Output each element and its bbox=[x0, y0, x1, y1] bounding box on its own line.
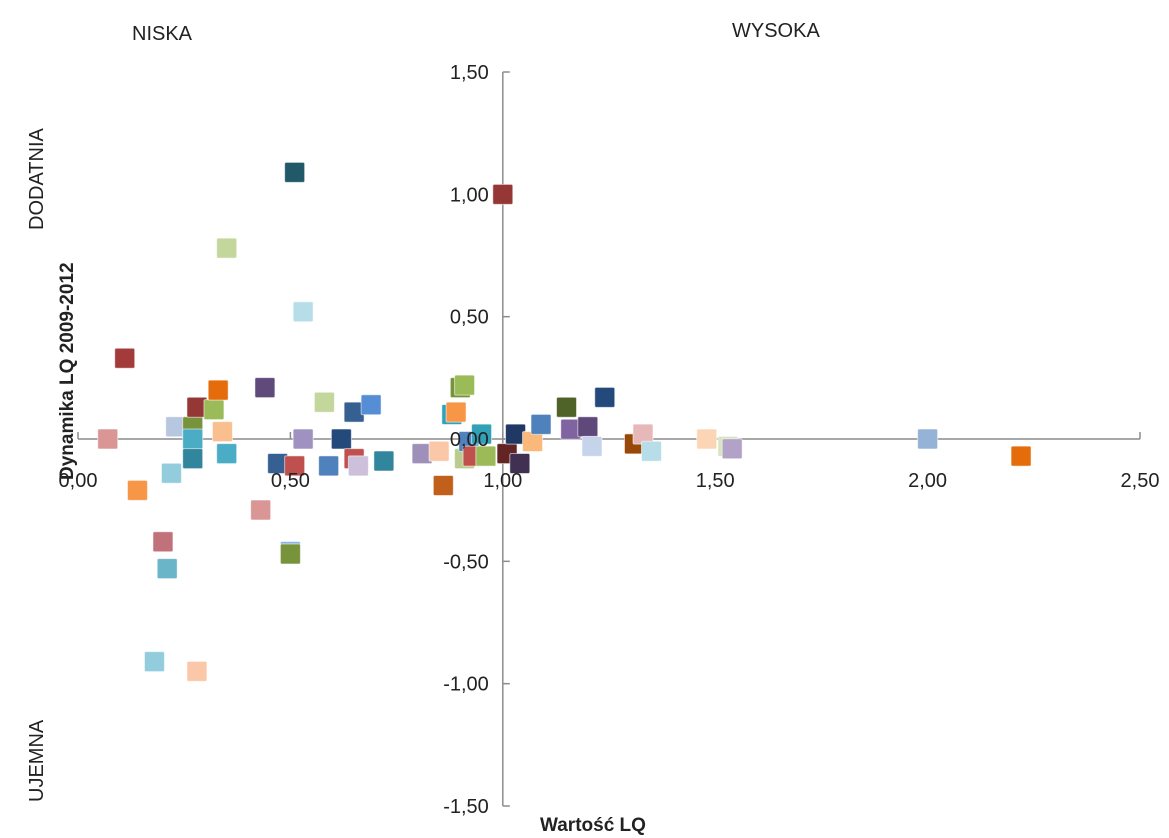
data-point bbox=[445, 401, 467, 423]
y-tick-label: -1,00 bbox=[443, 674, 489, 696]
data-point bbox=[143, 651, 165, 673]
data-point bbox=[640, 440, 662, 462]
quadrant-label-wysoka: WYSOKA bbox=[732, 20, 820, 42]
data-point bbox=[347, 455, 369, 477]
quadrant-label-niska: NISKA bbox=[132, 23, 193, 45]
data-point bbox=[160, 462, 182, 484]
data-point bbox=[721, 438, 743, 460]
y-axis-title: Dynamika LQ 2009-2012 bbox=[57, 262, 78, 480]
data-point bbox=[471, 423, 493, 445]
data-point bbox=[432, 474, 454, 496]
data-point bbox=[279, 543, 301, 565]
data-point bbox=[577, 416, 599, 438]
x-tick-label: 0,50 bbox=[271, 470, 310, 492]
y-tick-label: 1,50 bbox=[450, 62, 489, 84]
data-point bbox=[454, 374, 476, 396]
data-point bbox=[156, 558, 178, 580]
y-tick-label: -0,50 bbox=[443, 551, 489, 573]
data-point bbox=[152, 531, 174, 553]
x-tick-labels: 0,00 0,50 1,00 1,50 2,00 2,50 bbox=[59, 470, 1160, 492]
data-point bbox=[254, 377, 276, 399]
data-point bbox=[1010, 445, 1032, 467]
data-point bbox=[203, 399, 225, 421]
data-point bbox=[292, 301, 314, 323]
data-point bbox=[594, 386, 616, 408]
y-tick-label: 1,00 bbox=[450, 184, 489, 206]
x-tick-label: 2,00 bbox=[908, 470, 947, 492]
data-point bbox=[492, 183, 514, 205]
data-point bbox=[114, 347, 136, 369]
data-point bbox=[284, 455, 306, 477]
data-point bbox=[509, 452, 531, 474]
data-point bbox=[917, 428, 939, 450]
data-point bbox=[330, 428, 352, 450]
x-tick-label: 0,00 bbox=[59, 470, 98, 492]
x-tick-marks bbox=[77, 432, 1141, 439]
axes bbox=[77, 71, 1141, 807]
data-point bbox=[313, 391, 335, 413]
y-tick-label: 0,50 bbox=[450, 307, 489, 329]
data-point bbox=[292, 428, 314, 450]
x-tick-label: 2,50 bbox=[1121, 470, 1160, 492]
data-point bbox=[182, 428, 204, 450]
data-point bbox=[318, 455, 340, 477]
x-axis-title: Wartość LQ bbox=[540, 815, 646, 836]
data-point bbox=[360, 394, 382, 416]
data-point bbox=[211, 421, 233, 443]
data-point bbox=[207, 379, 229, 401]
data-point bbox=[530, 413, 552, 435]
data-point bbox=[373, 450, 395, 472]
data-point bbox=[428, 440, 450, 462]
data-point bbox=[97, 428, 119, 450]
data-point bbox=[216, 237, 238, 259]
data-point bbox=[284, 161, 306, 183]
data-points bbox=[97, 161, 1032, 682]
data-point bbox=[186, 660, 208, 682]
x-tick-label: 1,50 bbox=[696, 470, 735, 492]
data-point bbox=[182, 448, 204, 470]
y-tick-labels: 1,50 1,00 0,50 0,00 -0,50 -1,00 -1,50 bbox=[443, 62, 489, 818]
y-tick-label: 0,00 bbox=[450, 429, 489, 451]
x-tick-label: 1,00 bbox=[483, 470, 522, 492]
data-point bbox=[696, 428, 718, 450]
data-point bbox=[250, 499, 272, 521]
quadrant-label-dodatnia: DODATNIA bbox=[26, 127, 48, 230]
data-point bbox=[581, 435, 603, 457]
data-point bbox=[475, 445, 497, 467]
data-point bbox=[126, 479, 148, 501]
data-point bbox=[556, 396, 578, 418]
quadrant-label-ujemna: UJEMNA bbox=[26, 719, 48, 802]
y-tick-label: -1,50 bbox=[443, 796, 489, 818]
data-point bbox=[216, 443, 238, 465]
